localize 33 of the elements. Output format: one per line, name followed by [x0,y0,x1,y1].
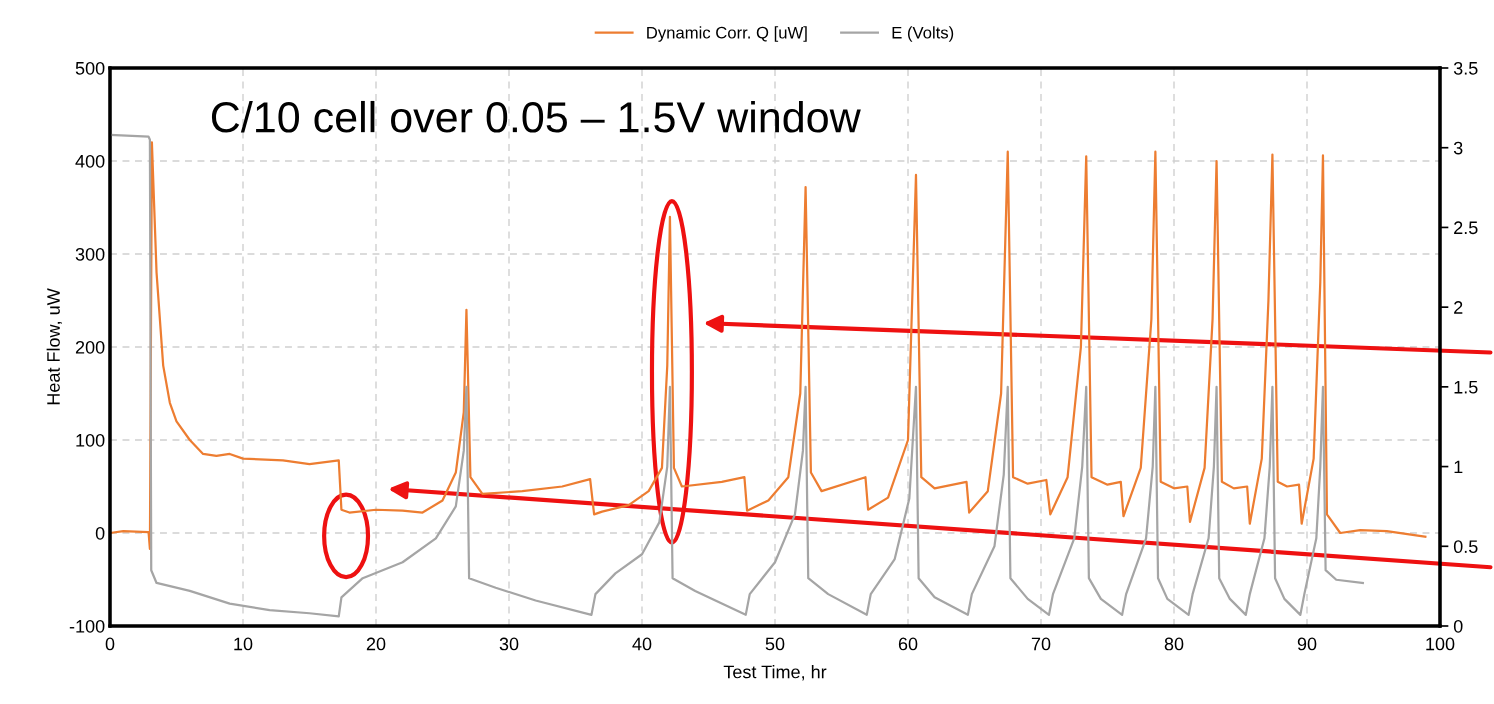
y2-tick-label: 2.5 [1454,221,1478,235]
y-tick-label: 100 [76,433,105,447]
y2-tick-label: 2 [1454,301,1463,314]
x-tick-label: 80 [1164,637,1184,651]
line-series [110,141,1427,550]
x-tick-label: 60 [898,637,918,651]
y2-tick-label: 1 [1454,460,1463,474]
annotation: C/10 cell over 0.05 – 1.5V window [211,100,861,133]
x-tick-label: 50 [765,637,785,651]
y-tick-label: 0 [95,526,105,540]
y-tick-label: -100 [69,619,105,633]
x-tick-label: 30 [499,637,519,651]
y2-tick-label: 3.5 [1453,61,1478,75]
x-tick-label: 40 [632,637,652,651]
y2-tick-label: 1.5 [1454,380,1478,394]
line-series [110,133,1364,618]
legend-label: E (Volts) [892,26,954,42]
legend-label: Dynamic Corr. Q [uW] [647,26,807,42]
x-tick-label: 10 [234,637,253,651]
x-tick-label: 100 [1426,637,1455,651]
y2-tick-label: 0.5 [1453,540,1478,554]
y-tick-label: 300 [75,247,105,261]
x-tick-label: 0 [105,637,115,651]
x-tick-label: 90 [1297,637,1317,651]
y-tick-label: 500 [75,61,105,75]
x-tick-label: 20 [366,637,386,651]
x-axis-title: Test Time, hr [723,665,827,681]
y2-tick-label: 0 [1453,619,1463,633]
y-axis-title: Heat Flow, uW [46,288,63,405]
x-tick-label: 70 [1031,637,1051,651]
y-tick-label: 200 [75,340,105,354]
y-tick-label: 400 [75,154,105,168]
y2-tick-label: 3 [1453,141,1463,155]
